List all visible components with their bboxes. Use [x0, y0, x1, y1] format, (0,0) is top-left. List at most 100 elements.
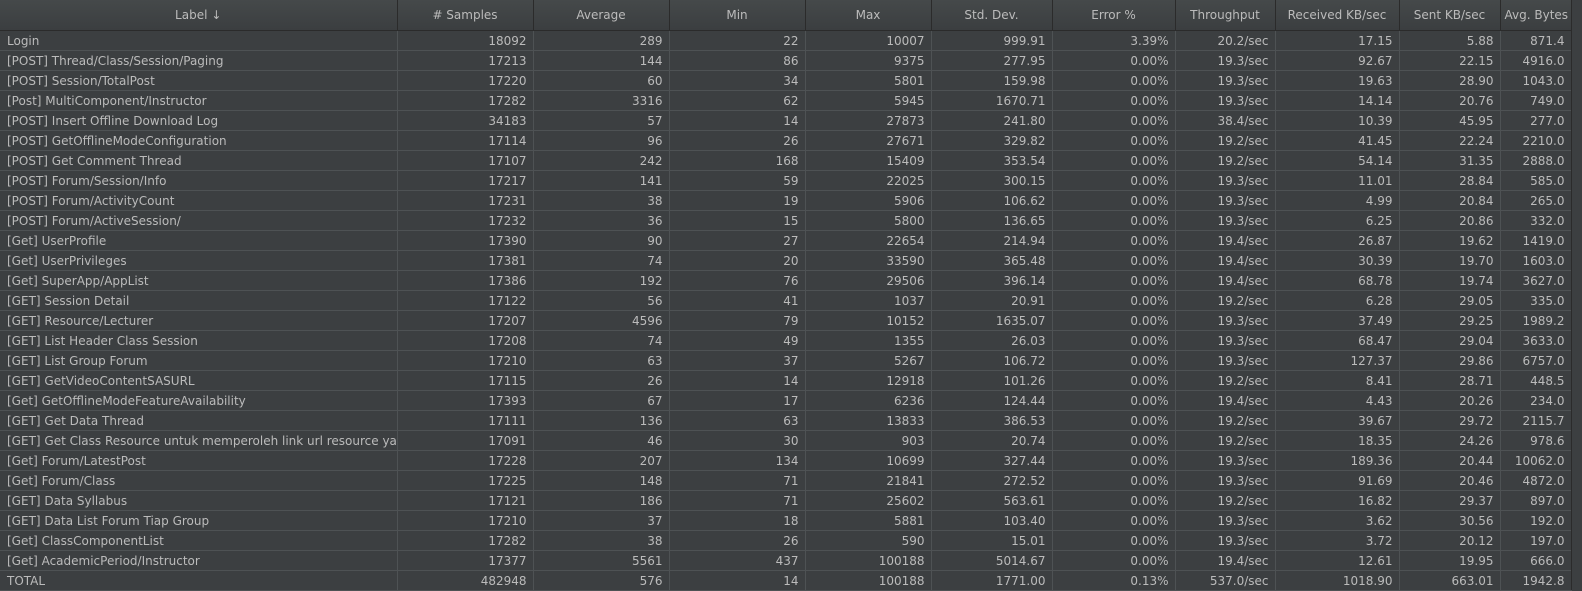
column-header-sent-kb[interactable]: Sent KB/sec: [1399, 0, 1501, 31]
cell-received-kb: 26.87: [1275, 230, 1400, 251]
cell-average: 207: [533, 450, 670, 471]
cell-samples: 18092: [397, 30, 534, 51]
cell-error-pct: 0.00%: [1052, 150, 1176, 171]
cell-avg-bytes: 1989.2: [1500, 310, 1572, 331]
cell-sent-kb: 663.01: [1399, 570, 1501, 591]
cell-throughput: 19.3/sec: [1175, 70, 1276, 91]
cell-min: 76: [669, 270, 806, 291]
cell-avg-bytes: 666.0: [1500, 550, 1572, 571]
column-header-received-kb[interactable]: Received KB/sec: [1275, 0, 1400, 31]
cell-avg-bytes: 749.0: [1500, 90, 1572, 111]
cell-error-pct: 0.00%: [1052, 70, 1176, 91]
table-row[interactable]: [POST] Thread/Class/Session/Paging 17213 1…: [0, 50, 1572, 71]
cell-std-dev: 300.15: [931, 170, 1053, 191]
cell-samples: 17217: [397, 170, 534, 191]
cell-throughput: 19.2/sec: [1175, 410, 1276, 431]
cell-error-pct: 0.00%: [1052, 530, 1176, 551]
cell-throughput: 19.3/sec: [1175, 470, 1276, 491]
column-header-label[interactable]: Label ↓: [0, 0, 398, 31]
cell-min: 17: [669, 390, 806, 411]
cell-min: 14: [669, 110, 806, 131]
cell-error-pct: 0.00%: [1052, 270, 1176, 291]
table-row[interactable]: [GET] Data List Forum Tiap Group 17210 37 1…: [0, 510, 1572, 531]
cell-label: [Get] SuperApp/AppList: [0, 270, 398, 291]
cell-throughput: 19.3/sec: [1175, 90, 1276, 111]
table-row[interactable]: [POST] Forum/ActivityCount 17231 38 19 5906 1…: [0, 190, 1572, 211]
cell-received-kb: 39.67: [1275, 410, 1400, 431]
cell-std-dev: 15.01: [931, 530, 1053, 551]
table-row[interactable]: Login 18092 289 22 10007 999.91 3.39% 20.2/sec 1…: [0, 30, 1572, 51]
cell-average: 136: [533, 410, 670, 431]
column-header-throughput[interactable]: Throughput: [1175, 0, 1276, 31]
table-row[interactable]: [POST] Get Comment Thread 17107 242 168 1540…: [0, 150, 1572, 171]
cell-label: [GET] Data Syllabus: [0, 490, 398, 511]
cell-throughput: 19.3/sec: [1175, 210, 1276, 231]
table-row[interactable]: [Get] Forum/LatestPost 17228 207 134 10699 32…: [0, 450, 1572, 471]
cell-max: 5267: [805, 350, 932, 371]
cell-avg-bytes: 978.6: [1500, 430, 1572, 451]
cell-sent-kb: 20.12: [1399, 530, 1501, 551]
cell-std-dev: 563.61: [931, 490, 1053, 511]
cell-max: 903: [805, 430, 932, 451]
column-header-max[interactable]: Max: [805, 0, 932, 31]
table-row[interactable]: [Get] SuperApp/AppList 17386 192 76 29506 396…: [0, 270, 1572, 291]
cell-avg-bytes: 4872.0: [1500, 470, 1572, 491]
table-row[interactable]: [Get] Forum/Class 17225 148 71 21841 272.52 0.…: [0, 470, 1572, 491]
table-row[interactable]: [POST] Insert Offline Download Log 34183 5…: [0, 110, 1572, 131]
cell-std-dev: 999.91: [931, 30, 1053, 51]
column-header-avg-bytes[interactable]: Avg. Bytes: [1500, 0, 1572, 31]
column-header-std-dev[interactable]: Std. Dev.: [931, 0, 1053, 31]
total-row[interactable]: TOTAL 482948 576 14 100188 1771.00 0.13% 537.0/…: [0, 570, 1572, 591]
cell-received-kb: 16.82: [1275, 490, 1400, 511]
cell-average: 57: [533, 110, 670, 131]
table-row[interactable]: [GET] List Group Forum 17210 63 37 5267 106.7…: [0, 350, 1572, 371]
vertical-scrollbar[interactable]: [1571, 0, 1582, 590]
cell-min: 15: [669, 210, 806, 231]
cell-average: 141: [533, 170, 670, 191]
cell-max: 27671: [805, 130, 932, 151]
cell-min: 20: [669, 250, 806, 271]
table-row[interactable]: [POST] Forum/Session/Info 17217 141 59 22025…: [0, 170, 1572, 191]
table-row[interactable]: [POST] Forum/ActiveSession/17232 36 15 5800…: [0, 210, 1572, 231]
table-row[interactable]: [Get] AcademicPeriod/Instructor 17377 5561…: [0, 550, 1572, 571]
table-row[interactable]: [Get] GetOfflineModeFeatureAvailability 1…: [0, 390, 1572, 411]
cell-max: 25602: [805, 490, 932, 511]
table-row[interactable]: [GET] List Header Class Session 17208 74 49…: [0, 330, 1572, 351]
table-row[interactable]: [Get] ClassComponentList 17282 38 26 590 15.0…: [0, 530, 1572, 551]
table-row[interactable]: [GET] Resource/Lecturer 17207 4596 79 10152 1…: [0, 310, 1572, 331]
cell-std-dev: 124.44: [931, 390, 1053, 411]
cell-samples: 17115: [397, 370, 534, 391]
table-row[interactable]: [GET] Get Class Resource untuk memperole…: [0, 430, 1572, 451]
table-row[interactable]: [Post] MultiComponent/Instructor 17282 331…: [0, 90, 1572, 111]
cell-label: [Get] Forum/Class: [0, 470, 398, 491]
column-header-min[interactable]: Min: [669, 0, 806, 31]
cell-received-kb: 54.14: [1275, 150, 1400, 171]
table-row[interactable]: [POST] Session/TotalPost 17220 60 34 5801 159…: [0, 70, 1572, 91]
column-header-samples[interactable]: # Samples: [397, 0, 534, 31]
cell-average: 63: [533, 350, 670, 371]
table-row[interactable]: [POST] GetOfflineModeConfiguration 17114 9…: [0, 130, 1572, 151]
cell-average: 38: [533, 530, 670, 551]
cell-samples: 17228: [397, 450, 534, 471]
cell-sent-kb: 5.88: [1399, 30, 1501, 51]
cell-max: 10152: [805, 310, 932, 331]
cell-std-dev: 136.65: [931, 210, 1053, 231]
cell-label: [POST] GetOfflineModeConfiguration: [0, 130, 398, 151]
table-row[interactable]: [Get] UserPrivileges 17381 74 20 33590 365.48…: [0, 250, 1572, 271]
cell-std-dev: 26.03: [931, 330, 1053, 351]
table-row[interactable]: [Get] UserProfile 17390 90 27 22654 214.94 0.0…: [0, 230, 1572, 251]
cell-throughput: 19.2/sec: [1175, 290, 1276, 311]
column-header-error-pct[interactable]: Error %: [1052, 0, 1176, 31]
cell-min: 86: [669, 50, 806, 71]
cell-throughput: 19.3/sec: [1175, 450, 1276, 471]
table-row[interactable]: [GET] Data Syllabus 17121 186 71 25602 563.61…: [0, 490, 1572, 511]
column-header-average[interactable]: Average: [533, 0, 670, 31]
cell-error-pct: 0.00%: [1052, 430, 1176, 451]
table-row[interactable]: [GET] GetVideoContentSASURL 17115 26 14 1291…: [0, 370, 1572, 391]
cell-sent-kb: 19.95: [1399, 550, 1501, 571]
table-row[interactable]: [GET] Session Detail 17122 56 41 1037 20.91 0.…: [0, 290, 1572, 311]
cell-error-pct: 0.00%: [1052, 290, 1176, 311]
cell-label: [GET] Session Detail: [0, 290, 398, 311]
table-row[interactable]: [GET] Get Data Thread 17111 136 63 13833 386.…: [0, 410, 1572, 431]
cell-throughput: 20.2/sec: [1175, 30, 1276, 51]
